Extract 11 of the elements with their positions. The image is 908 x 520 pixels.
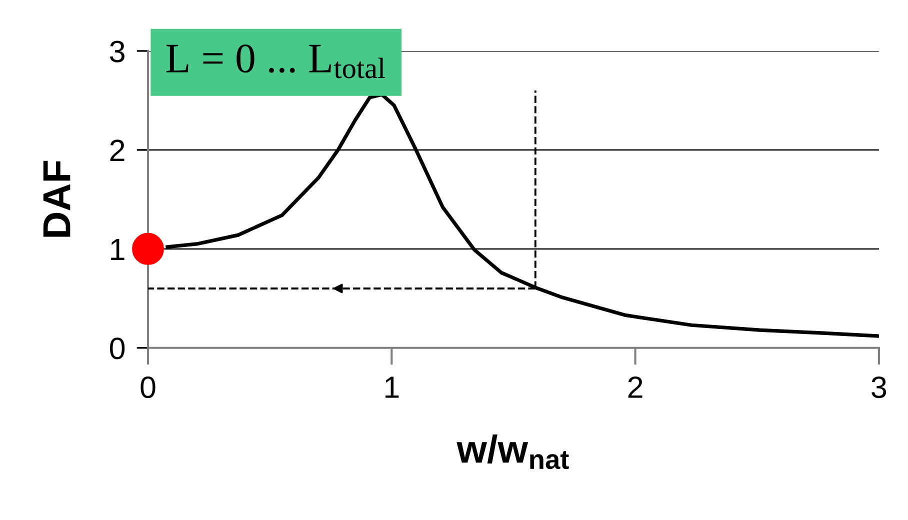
y-tick-label: 1 xyxy=(111,238,124,260)
y-axis-title: DAF xyxy=(43,160,70,237)
y-tick-label: 0 xyxy=(110,338,125,360)
annotation: L = 0 ... L$_{total}$ xyxy=(166,44,385,78)
x-tick-label: 0 xyxy=(140,376,156,398)
x-tick-label: 3 xyxy=(872,376,886,398)
x-tick-label: 2 xyxy=(628,376,642,398)
y-tick-label: 3 xyxy=(110,40,124,62)
y-tick-label: 2 xyxy=(110,140,124,162)
x-tick-label: 1 xyxy=(385,376,399,398)
x-axis-title: w/w$_{nat}$ xyxy=(456,434,569,470)
